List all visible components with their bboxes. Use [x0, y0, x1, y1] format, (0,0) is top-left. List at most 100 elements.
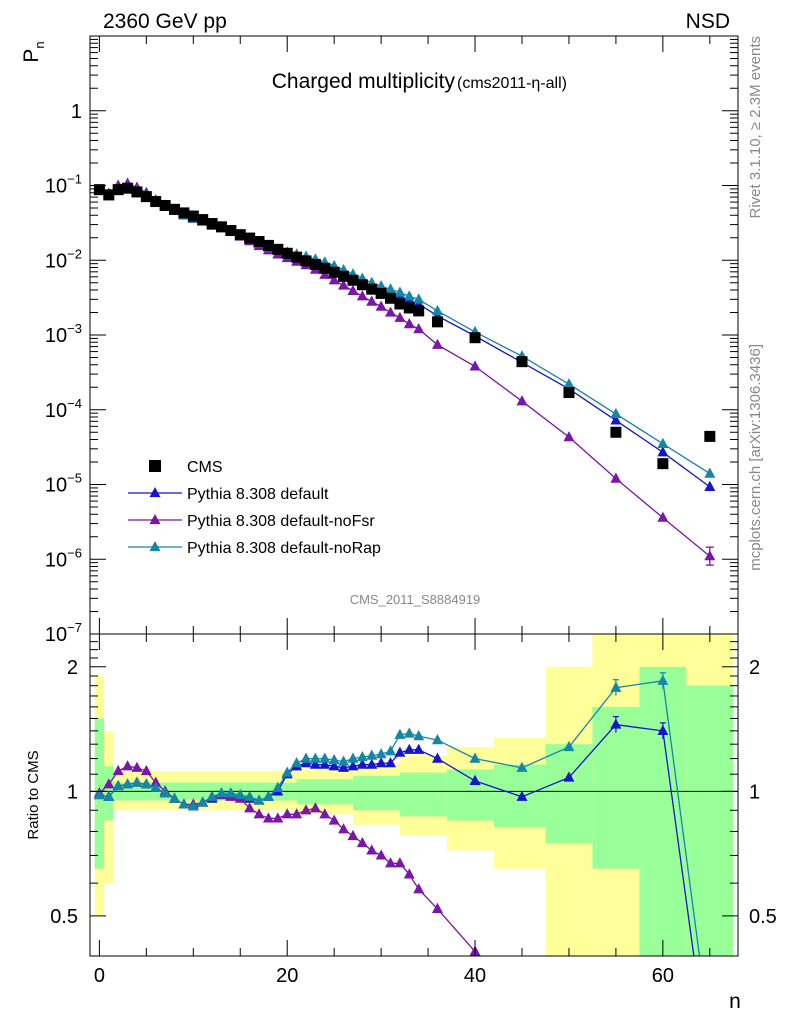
main-point-series-2: [413, 323, 425, 334]
main-point-series-3: [413, 293, 425, 304]
ratio-point-series-2: [187, 800, 199, 811]
main-y-tick-label: 10−7: [45, 620, 82, 646]
ratio-point-series-2: [103, 790, 115, 801]
ratio-point-series-1: [309, 802, 321, 813]
cms-data-point: [469, 332, 481, 344]
main-point-series-2: [403, 318, 415, 329]
ratio-point-series-1: [291, 808, 303, 819]
cms-data-point: [366, 283, 378, 295]
ratio-point-series-0: [319, 758, 331, 769]
main-point-series-3: [657, 437, 669, 448]
ratio-point-series-2: [385, 745, 397, 756]
ratio-point-series-2: [140, 778, 152, 789]
cms-data-point: [328, 266, 340, 278]
ratio-point-series-2: [150, 781, 162, 792]
x-tick-label: 60: [652, 965, 674, 987]
main-point-series-2: [328, 274, 340, 285]
ratio-point-series-2: [563, 740, 575, 752]
ratio-point-series-0: [347, 760, 359, 771]
ratio-point-series-2: [469, 752, 481, 763]
main-point-series-3: [403, 290, 415, 301]
cms-data-point: [244, 232, 256, 244]
main-point-series-2: [366, 295, 378, 306]
main-y-tick-label: 10−4: [45, 396, 82, 422]
main-line-1: [99, 186, 711, 488]
ratio-point-series-2: [431, 734, 443, 745]
chart-subtitle: (cms2011-η-all): [457, 75, 567, 92]
main-point-series-3: [375, 280, 387, 291]
cms-data-point: [704, 430, 716, 442]
main-point-series-3: [610, 407, 622, 419]
ratio-y-tick-label-left: 1: [67, 781, 78, 803]
ratio-axis-ticks: [90, 633, 738, 957]
ratio-point-series-1: [253, 808, 265, 819]
main-panel: 10−7 10−6 10−5 10−4 10−3 10−2 10−1 1 Pn Charged…: [20, 35, 739, 646]
ratio-point-series-2: [225, 787, 237, 798]
ratio-point-series-1: [375, 849, 387, 860]
ratio-y-tick-label-left: 0.5: [50, 906, 78, 928]
main-point-series-1: [704, 480, 716, 491]
ratio-point-series-2: [300, 752, 312, 763]
cms-data-point: [103, 189, 115, 201]
cms-data-point: [431, 316, 443, 328]
ratio-point-series-0: [356, 758, 368, 769]
main-y-axis-label: Pn: [20, 41, 47, 62]
main-point-series-2: [516, 395, 528, 406]
legend: CMS Pythia 8.308 default Pythia 8.308 defa…: [128, 459, 381, 557]
ratio-point-series-2: [253, 794, 265, 805]
analysis-id-watermark: CMS_2011_S8884919: [350, 592, 481, 607]
ratio-point-series-1: [413, 883, 425, 894]
cms-data-point: [347, 274, 359, 286]
ratio-y-tick-label-right: 2: [749, 657, 760, 679]
ratio-point-series-2: [169, 792, 181, 803]
ratio-y-tick-label-right: 0.5: [749, 906, 777, 928]
main-point-series-2: [347, 284, 359, 295]
main-point-series-2: [385, 306, 397, 317]
legend-marker-triangle: [149, 513, 161, 525]
cms-data-point: [291, 251, 303, 263]
ratio-panel-frame: [89, 633, 739, 957]
legend-marker-cms: [149, 460, 161, 472]
ratio-point-series-0: [413, 743, 425, 754]
ratio-point-series-0: [338, 761, 350, 772]
main-y-tick-label: 10−5: [45, 471, 82, 497]
main-y-tick-labels: 10−7 10−6 10−5 10−4 10−3 10−2 10−1 1: [45, 101, 82, 646]
cms-data-point: [356, 279, 368, 291]
legend-label: CMS: [187, 459, 223, 476]
ratio-point-series-2: [206, 790, 218, 801]
cms-data-point: [253, 236, 265, 248]
cms-data-point: [169, 203, 181, 215]
ratio-point-series-0: [431, 752, 443, 763]
ratio-point-series-0: [309, 758, 321, 769]
ratio-point-series-0: [469, 774, 481, 785]
main-point-series-1: [657, 446, 669, 457]
ratio-point-series-0: [328, 760, 340, 771]
cms-data-point: [403, 302, 415, 314]
main-point-series-3: [563, 378, 575, 389]
ratio-point-series-1: [394, 857, 406, 868]
main-point-series-3: [431, 304, 443, 316]
ratio-point-series-0: [375, 757, 387, 768]
ratio-point-series-1: [112, 764, 124, 776]
ratio-point-series-2: [403, 727, 415, 738]
ratio-point-series-1: [328, 814, 340, 825]
cms-data-point: [225, 225, 237, 237]
main-point-series-1: [610, 414, 622, 425]
ratio-series-group: [93, 672, 701, 956]
mcplots-label: mcplots.cern.ch [arXiv:1306.3436]: [747, 344, 764, 571]
ratio-point-series-2: [328, 754, 340, 765]
rivet-version-label: Rivet 3.1.10, ≥ 2.3M events: [747, 36, 764, 219]
cms-data-point: [197, 214, 209, 226]
cms-data-point: [385, 292, 397, 304]
x-tick-label: 20: [276, 965, 298, 987]
ratio-point-series-1: [338, 823, 350, 834]
ratio-band-inner: [399, 772, 447, 817]
ratio-point-series-0: [403, 743, 415, 754]
ratio-point-series-2: [93, 788, 105, 800]
chart-title: Charged multiplicity: [272, 70, 456, 93]
cms-data-point: [93, 184, 105, 196]
cms-data-point: [319, 262, 331, 274]
ratio-point-series-2: [356, 751, 368, 762]
ratio-point-series-0: [366, 758, 378, 769]
